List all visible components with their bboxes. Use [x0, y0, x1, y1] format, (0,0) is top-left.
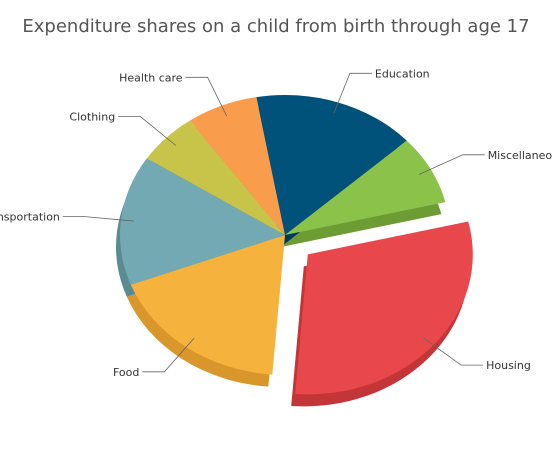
- slice-label-miscellaneous: Miscellaneous: [488, 149, 552, 162]
- slice-label-education: Education: [375, 67, 430, 80]
- slice-label-health-care: Health care: [119, 71, 183, 84]
- slice-label-transportation: Transportation: [0, 211, 60, 224]
- slice-label-food: Food: [113, 366, 139, 379]
- slice-label-clothing: Clothing: [69, 110, 115, 123]
- slice-label-housing: Housing: [486, 359, 531, 372]
- slice-housing[interactable]: [295, 222, 473, 395]
